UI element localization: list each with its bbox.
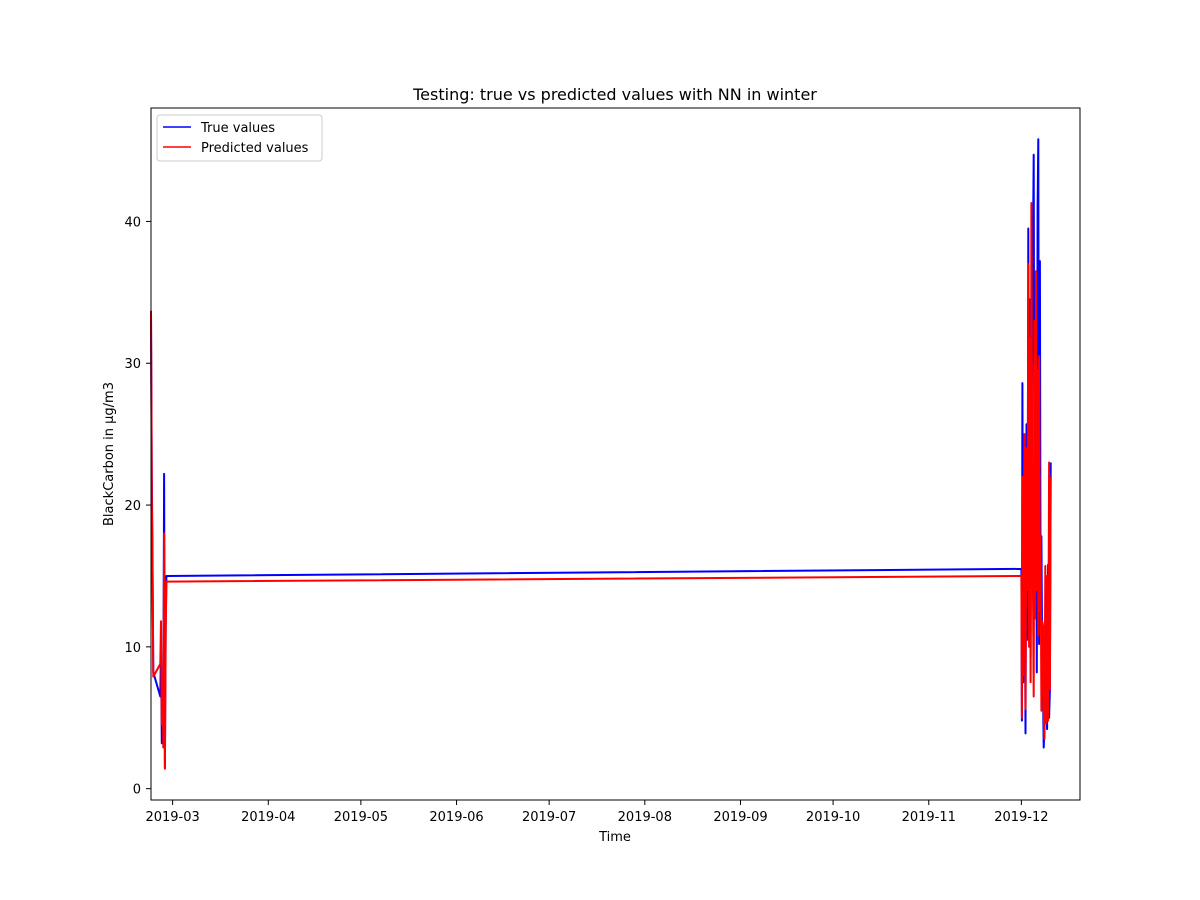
- y-tick-label: 40: [124, 215, 141, 230]
- x-tick-label: 2019-07: [522, 810, 576, 825]
- x-tick-label: 2019-11: [902, 810, 956, 825]
- x-tick-label: 2019-08: [618, 810, 672, 825]
- y-tick-label: 0: [133, 783, 141, 798]
- legend: True values Predicted values: [156, 114, 323, 162]
- x-axis-ticks: 2019-03 2019-04 2019-05 2019-06 2019-07 2019-…: [145, 800, 1049, 825]
- x-tick-label: 2019-05: [334, 810, 388, 825]
- legend-label-predicted-values: Predicted values: [201, 141, 309, 156]
- legend-frame: [156, 114, 323, 162]
- x-tick-label: 2019-04: [241, 810, 295, 825]
- legend-label-true-values: True values: [200, 121, 275, 136]
- x-tick-label: 2019-09: [713, 810, 767, 825]
- plot-frame: [150, 107, 1081, 801]
- plot-lines: [150, 138, 1052, 770]
- y-tick-label: 20: [124, 499, 141, 514]
- y-tick-label: 30: [124, 357, 141, 372]
- chart-title: Testing: true vs predicted values with N…: [412, 85, 817, 104]
- x-tick-label: 2019-06: [429, 810, 483, 825]
- x-tick-label: 2019-12: [994, 810, 1048, 825]
- x-tick-label: 2019-03: [145, 810, 199, 825]
- x-tick-label: 2019-10: [806, 810, 860, 825]
- y-axis-label: BlackCarbon in µg/m3: [102, 382, 117, 526]
- series-line-predicted-values: [150, 202, 1052, 770]
- y-tick-label: 10: [124, 641, 141, 656]
- x-axis-label: Time: [598, 830, 631, 845]
- y-axis-ticks: 0 10 20 30 40: [124, 215, 151, 798]
